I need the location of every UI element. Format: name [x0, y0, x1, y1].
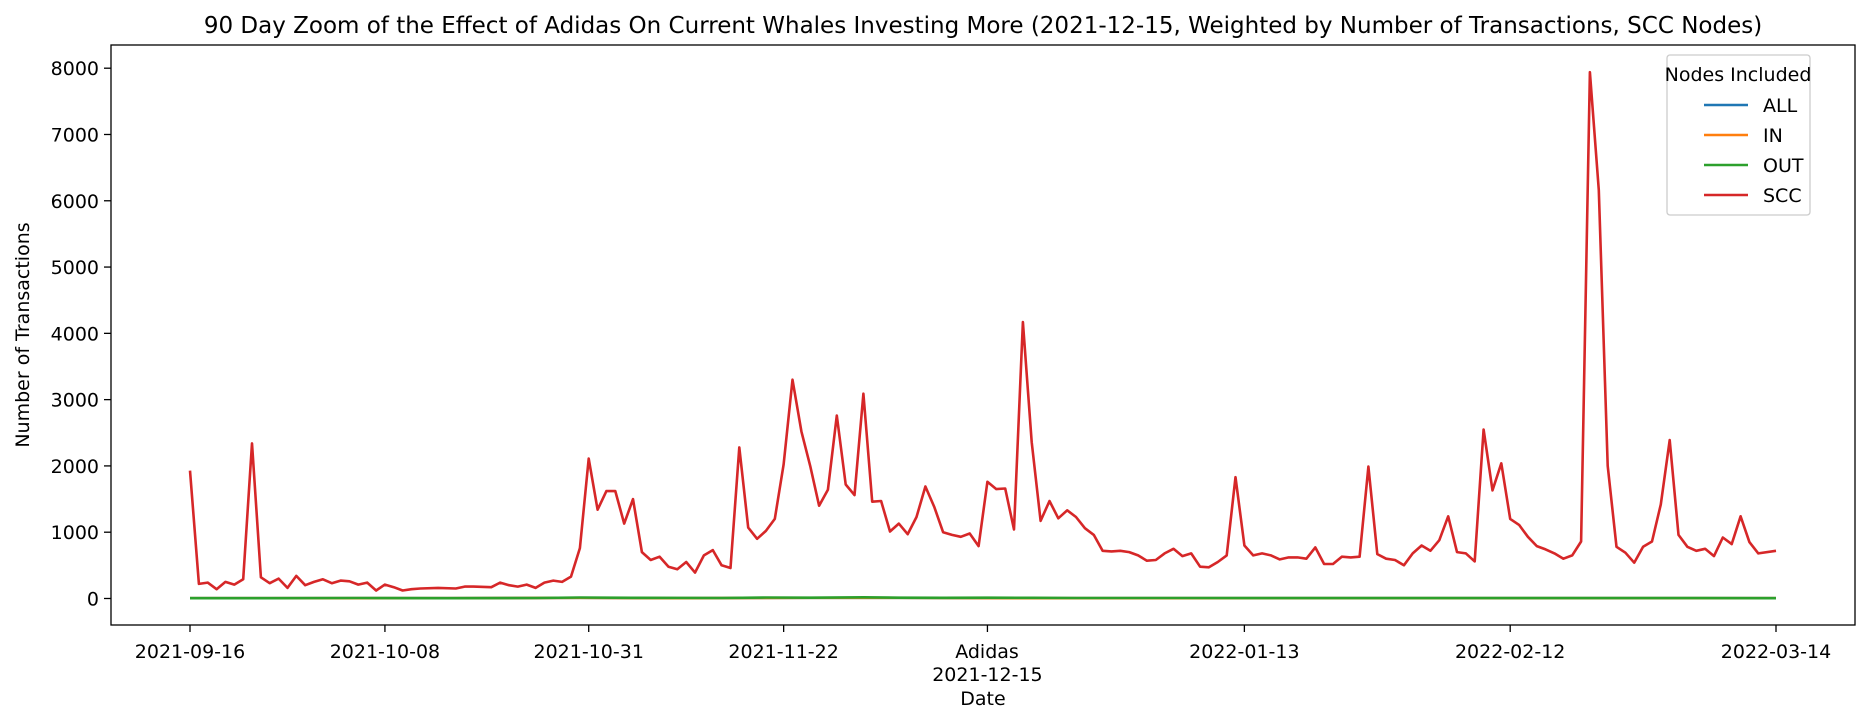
y-tick-label: 3000	[51, 390, 99, 412]
legend-label-out: OUT	[1763, 155, 1804, 177]
x-tick-label: 2021-11-22	[728, 641, 838, 663]
y-tick-label: 8000	[51, 58, 99, 80]
chart-title: 90 Day Zoom of the Effect of Adidas On C…	[204, 13, 1762, 39]
x-tick-label: 2022-02-12	[1455, 641, 1565, 663]
y-axis-label: Number of Transactions	[12, 222, 34, 447]
x-tick-label: 2021-12-15	[932, 664, 1042, 686]
y-tick-label: 2000	[51, 456, 99, 478]
legend-title: Nodes Included	[1665, 64, 1812, 86]
y-tick-label: 0	[87, 588, 99, 610]
y-tick-label: 7000	[51, 124, 99, 146]
x-tick-label: 2021-10-31	[534, 641, 644, 663]
x-axis-label: Date	[960, 688, 1005, 710]
plot-frame	[110, 44, 1856, 626]
x-tick-label: 2021-09-16	[135, 641, 245, 663]
legend: Nodes Included ALL IN OUT SCC	[1665, 54, 1812, 216]
y-tick-label: 1000	[51, 522, 99, 544]
y-tick-label: 4000	[51, 323, 99, 345]
legend-label-in: IN	[1763, 125, 1783, 147]
event-label: Adidas	[955, 641, 1019, 663]
x-tick-label: 2022-03-14	[1721, 641, 1831, 663]
y-tick-label: 5000	[51, 257, 99, 279]
y-tick-label: 6000	[51, 191, 99, 213]
legend-label-scc: SCC	[1763, 185, 1802, 207]
x-tick-label: 2021-10-08	[330, 641, 440, 663]
series-line-out	[190, 595, 1777, 600]
x-tick-label: 2022-01-13	[1189, 641, 1299, 663]
legend-label-all: ALL	[1763, 95, 1798, 117]
series-line-scc	[188, 70, 1777, 592]
